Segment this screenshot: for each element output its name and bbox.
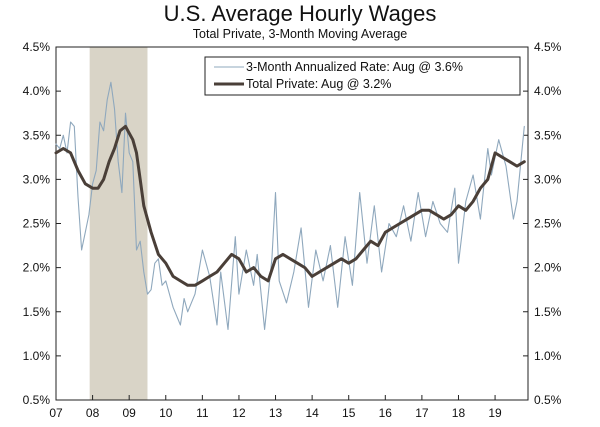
x-tick-label: 16 [379, 406, 393, 420]
x-tick-label: 08 [86, 406, 100, 420]
y-tick-label-right: 3.0% [534, 172, 562, 186]
y-tick-label-right: 1.0% [534, 349, 562, 363]
y-tick-label-left: 3.5% [23, 128, 51, 142]
chart-subtitle: Total Private, 3-Month Moving Average [192, 27, 408, 41]
legend: 3-Month Annualized Rate: Aug @ 3.6% Total… [204, 56, 521, 96]
x-tick-label: 10 [159, 406, 173, 420]
y-tick-label-left: 3.0% [23, 172, 51, 186]
y-tick-label-left: 1.0% [23, 349, 51, 363]
x-tick-label: 19 [488, 406, 502, 420]
y-tick-label-left: 4.5% [23, 40, 51, 54]
recession-shading [89, 47, 148, 400]
series-line-total-private [54, 124, 526, 287]
y-tick-label-right: 4.5% [534, 40, 562, 54]
chart-title: U.S. Average Hourly Wages [163, 1, 437, 26]
legend-box [204, 56, 521, 96]
y-tick-label-right: 3.5% [534, 128, 562, 142]
y-tick-label-left: 4.0% [23, 84, 51, 98]
x-tick-label: 11 [196, 406, 209, 420]
y-tick-label-left: 2.5% [23, 217, 51, 231]
legend-label: Total Private: Aug @ 3.2% [246, 77, 391, 91]
y-tick-label-right: 1.5% [534, 305, 562, 319]
y-tick-label-right: 0.5% [534, 393, 562, 407]
legend-label: 3-Month Annualized Rate: Aug @ 3.6% [246, 60, 463, 74]
x-tick-label: 18 [452, 406, 466, 420]
series-line-annualized-rate [55, 81, 525, 330]
y-tick-label-right: 4.0% [534, 84, 562, 98]
y-tick-label-left: 0.5% [23, 393, 51, 407]
x-tick-label: 13 [269, 406, 283, 420]
x-tick-label: 17 [415, 406, 429, 420]
y-tick-label-left: 1.5% [23, 305, 51, 319]
y-tick-label-left: 2.0% [23, 261, 51, 275]
x-tick-label: 07 [49, 406, 63, 420]
y-tick-label-right: 2.5% [534, 217, 562, 231]
x-tick-label: 14 [305, 406, 319, 420]
x-tick-label: 09 [122, 406, 136, 420]
y-tick-label-right: 2.0% [534, 261, 562, 275]
x-tick-label: 15 [342, 406, 356, 420]
x-tick-label: 12 [232, 406, 246, 420]
